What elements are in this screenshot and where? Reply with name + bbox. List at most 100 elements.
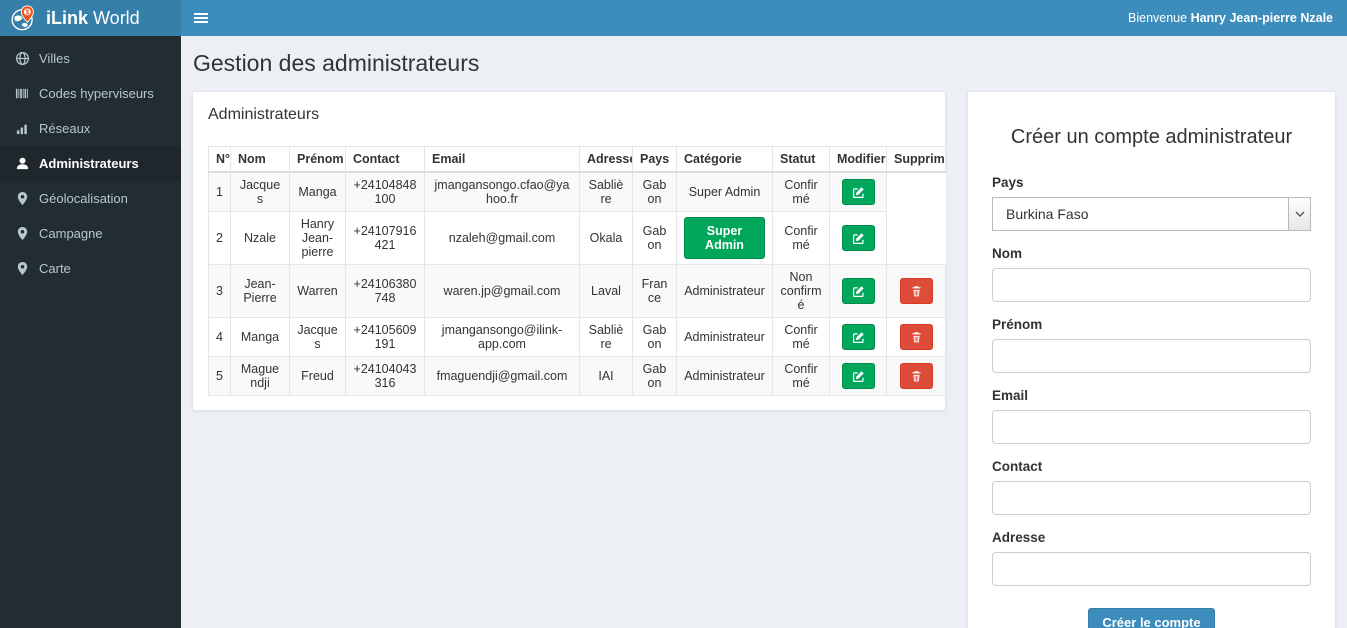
welcome-message: Bienvenue Hanry Jean-pierre Nzale [1128, 11, 1333, 25]
edit-button[interactable] [841, 278, 875, 304]
trash-icon [910, 285, 923, 298]
sidebar-item-campagne[interactable]: Campagne [0, 216, 181, 251]
cell-no: 1 [208, 171, 231, 212]
email-label: Email [992, 388, 1029, 403]
cell-modifier [829, 317, 887, 357]
sidebar-item-label: Carte [39, 261, 71, 276]
column-header: Adresse [579, 146, 633, 173]
column-header: Contact [345, 146, 425, 173]
column-header: Modifier [829, 146, 887, 173]
table-row: 2 Nzale Hanry Jean-pierre +24107916421 nzale… [208, 211, 946, 265]
sidebar-toggle-button[interactable] [181, 0, 221, 36]
cell-no: 5 [208, 356, 231, 396]
cell-prenom: Warren [289, 264, 346, 318]
column-header: Catégorie [676, 146, 773, 173]
cell-supprimer [886, 172, 946, 212]
column-header: Pays [632, 146, 677, 173]
column-header: Statut [772, 146, 830, 173]
cell-email: jmangansongo.cfao@yahoo.fr [424, 171, 580, 212]
table-row: 4 Manga Jacques +24105609191 jmangansongo@il… [208, 317, 946, 357]
edit-button[interactable] [841, 225, 875, 251]
cell-adresse: Laval [579, 264, 633, 318]
administrators-table: N° Nom Prénom Contact Email Adresse Pays Catégo… [208, 146, 946, 396]
globe-icon [15, 51, 30, 66]
delete-button[interactable] [899, 324, 933, 350]
user-icon [15, 156, 30, 171]
sidebar-item-label: Codes hyperviseurs [39, 86, 154, 101]
cell-modifier [829, 211, 887, 265]
delete-button[interactable] [899, 363, 933, 389]
cell-statut: Confirmé [772, 211, 830, 265]
top-navbar: $ iLink World Bienvenue Hanry Jean-pierr… [0, 0, 1347, 36]
cell-categorie: Administrateur [676, 264, 773, 318]
cell-email: nzaleh@gmail.com [424, 211, 580, 265]
cell-categorie: Super Admin [676, 171, 773, 212]
sidebar-item-carte[interactable]: Carte [0, 251, 181, 286]
cell-supprimer [886, 264, 946, 318]
cell-adresse: Sablière [579, 317, 633, 357]
brand-logo-area[interactable]: $ iLink World [0, 0, 181, 36]
main-content: Gestion des administrateurs Administrate… [181, 36, 1347, 628]
table-header-row: N° Nom Prénom Contact Email Adresse Pays Catégo… [208, 146, 946, 173]
cell-no: 2 [208, 211, 231, 265]
edit-icon [852, 232, 865, 245]
adresse-input[interactable] [992, 552, 1311, 586]
cell-contact: +24104848100 [345, 171, 425, 212]
hamburger-icon [194, 13, 208, 23]
cell-pays: Gabon [632, 211, 677, 265]
brand-title: iLink World [46, 7, 140, 28]
cell-categorie: Administrateur [676, 356, 773, 396]
cell-supprimer [886, 211, 946, 265]
edit-button[interactable] [841, 179, 875, 205]
prenom-input[interactable] [992, 339, 1311, 373]
svg-text:$: $ [25, 10, 29, 17]
cell-no: 4 [208, 317, 231, 357]
barcode-icon [15, 86, 30, 101]
cell-modifier [829, 264, 887, 318]
column-header: Nom [230, 146, 290, 173]
map-marker-icon [15, 261, 30, 276]
sidebar-item-label: Villes [39, 51, 70, 66]
sidebar-item-g-olocalisation[interactable]: Géolocalisation [0, 181, 181, 216]
prenom-label: Prénom [992, 317, 1043, 332]
delete-button[interactable] [899, 278, 933, 304]
sidebar-item-label: Géolocalisation [39, 191, 128, 206]
sidebar-item-r-seaux[interactable]: Réseaux [0, 111, 181, 146]
cell-prenom: Manga [289, 171, 346, 212]
sidebar-item-codes-hyperviseurs[interactable]: Codes hyperviseurs [0, 76, 181, 111]
column-header: N° [208, 146, 231, 173]
edit-icon [852, 370, 865, 383]
cell-nom: Nzale [230, 211, 290, 265]
cell-pays: Gabon [632, 317, 677, 357]
table-row: 1 Jacques Manga +24104848100 jmangansongo.cf… [208, 171, 946, 212]
cell-modifier [829, 171, 887, 212]
cell-no: 3 [208, 264, 231, 318]
cell-categorie: Administrateur [676, 317, 773, 357]
cell-supprimer [886, 356, 946, 396]
cell-email: waren.jp@gmail.com [424, 264, 580, 318]
trash-icon [910, 370, 923, 383]
cell-prenom: Jacques [289, 317, 346, 357]
cell-contact: +24104043316 [345, 356, 425, 396]
pays-select[interactable]: Burkina Faso [992, 197, 1311, 231]
map-marker-icon [15, 191, 30, 206]
cell-contact: +24106380748 [345, 264, 425, 318]
administrators-panel: Administrateurs N° Nom Prénom Contact Email A… [192, 91, 946, 411]
cell-prenom: Freud [289, 356, 346, 396]
contact-input[interactable] [992, 481, 1311, 515]
column-header: Email [424, 146, 580, 173]
sidebar-item-administrateurs[interactable]: Administrateurs [0, 146, 181, 181]
cell-contact: +24105609191 [345, 317, 425, 357]
edit-button[interactable] [841, 363, 875, 389]
cell-prenom: Hanry Jean-pierre [289, 211, 346, 265]
nom-input[interactable] [992, 268, 1311, 302]
cell-nom: Jean-Pierre [230, 264, 290, 318]
sidebar-item-villes[interactable]: Villes [0, 41, 181, 76]
cell-statut: Confirmé [772, 356, 830, 396]
edit-button[interactable] [841, 324, 875, 350]
bar-chart-icon [15, 121, 30, 136]
create-account-button[interactable]: Créer le compte [1088, 608, 1215, 628]
super-admin-badge-button[interactable]: Super Admin [684, 217, 765, 259]
create-admin-form-title: Créer un compte administrateur [1010, 126, 1293, 148]
email-input[interactable] [992, 410, 1311, 444]
